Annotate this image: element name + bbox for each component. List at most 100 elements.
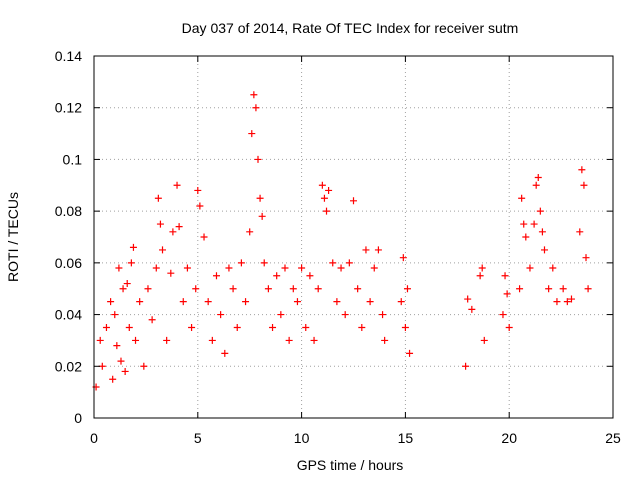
data-point	[169, 228, 177, 236]
data-point	[115, 264, 123, 272]
x-tick-label: 10	[294, 430, 310, 446]
data-point	[526, 264, 534, 272]
data-point	[111, 311, 119, 319]
data-point	[254, 155, 262, 163]
y-tick-label: 0.06	[55, 255, 82, 271]
data-point	[501, 272, 509, 280]
data-point	[401, 324, 409, 331]
data-point	[520, 220, 528, 228]
data-point	[167, 269, 175, 277]
data-point	[289, 285, 297, 293]
data-point	[148, 316, 156, 324]
data-point	[117, 357, 125, 365]
data-point	[341, 311, 349, 319]
data-point	[534, 174, 542, 182]
data-point	[264, 285, 272, 293]
data-point	[196, 202, 204, 210]
data-point	[194, 186, 202, 194]
data-point	[281, 264, 289, 272]
data-point	[329, 259, 337, 267]
data-point	[250, 91, 258, 99]
data-point	[102, 324, 110, 331]
data-point	[285, 336, 293, 344]
data-point	[503, 290, 511, 298]
data-point	[325, 186, 333, 194]
data-point	[478, 264, 486, 272]
data-point	[576, 228, 584, 236]
data-point	[260, 259, 268, 267]
data-point	[212, 272, 220, 280]
data-point	[136, 298, 144, 306]
data-point	[225, 264, 233, 272]
data-point	[152, 264, 160, 272]
data-point	[578, 166, 586, 174]
data-point	[345, 259, 353, 267]
data-point	[273, 272, 281, 280]
data-point	[248, 130, 256, 138]
data-point	[563, 298, 571, 306]
data-point	[229, 285, 237, 293]
data-point	[314, 285, 322, 293]
plot-frame	[93, 55, 614, 419]
data-point	[476, 272, 484, 280]
data-point	[505, 324, 513, 331]
data-point	[121, 367, 129, 375]
data-point	[337, 264, 345, 272]
data-point	[269, 324, 277, 331]
data-point	[242, 298, 250, 306]
data-point	[163, 336, 171, 344]
data-points	[92, 91, 592, 391]
data-point	[217, 311, 225, 319]
chart-title: Day 037 of 2014, Rate Of TEC Index for r…	[182, 20, 519, 36]
x-tick-label: 20	[501, 430, 517, 446]
data-point	[277, 311, 285, 319]
data-point	[582, 254, 590, 262]
data-point	[175, 223, 183, 231]
data-point	[532, 181, 540, 189]
y-tick-label: 0.04	[55, 307, 82, 323]
data-point	[179, 298, 187, 306]
data-point	[397, 298, 405, 306]
data-point	[183, 264, 191, 272]
data-point	[192, 285, 200, 293]
data-point	[237, 259, 245, 267]
data-point	[480, 336, 488, 344]
data-point	[113, 342, 121, 350]
data-point	[159, 246, 167, 254]
data-point	[200, 233, 208, 241]
data-point	[536, 207, 544, 215]
data-point	[208, 336, 216, 344]
data-point	[350, 197, 357, 205]
data-point	[464, 295, 472, 303]
x-tick-label: 5	[194, 430, 202, 446]
data-point	[406, 349, 414, 357]
y-tick-label: 0.1	[63, 151, 83, 167]
data-point	[354, 285, 362, 293]
y-tick-label: 0.02	[55, 358, 82, 374]
data-point	[129, 243, 137, 251]
data-point	[379, 311, 387, 319]
data-point	[381, 336, 389, 344]
grid	[94, 56, 613, 418]
data-point	[298, 264, 306, 272]
data-point	[125, 324, 133, 331]
data-point	[374, 246, 382, 254]
data-point	[580, 181, 588, 189]
data-point	[107, 298, 115, 306]
data-point	[306, 272, 314, 280]
y-tick-label: 0.08	[55, 203, 82, 219]
data-point	[370, 264, 378, 272]
data-point	[154, 194, 162, 202]
x-axis: 0 5 10 15 20 25	[90, 56, 621, 446]
data-point	[462, 362, 470, 370]
data-point	[127, 259, 135, 267]
data-point	[530, 220, 538, 228]
data-point	[553, 298, 561, 306]
data-point	[559, 285, 567, 293]
y-axis-label: ROTI / TECUs	[5, 192, 21, 282]
data-point	[323, 207, 331, 215]
data-point	[518, 194, 526, 202]
data-point	[318, 181, 326, 189]
data-point	[96, 336, 104, 344]
